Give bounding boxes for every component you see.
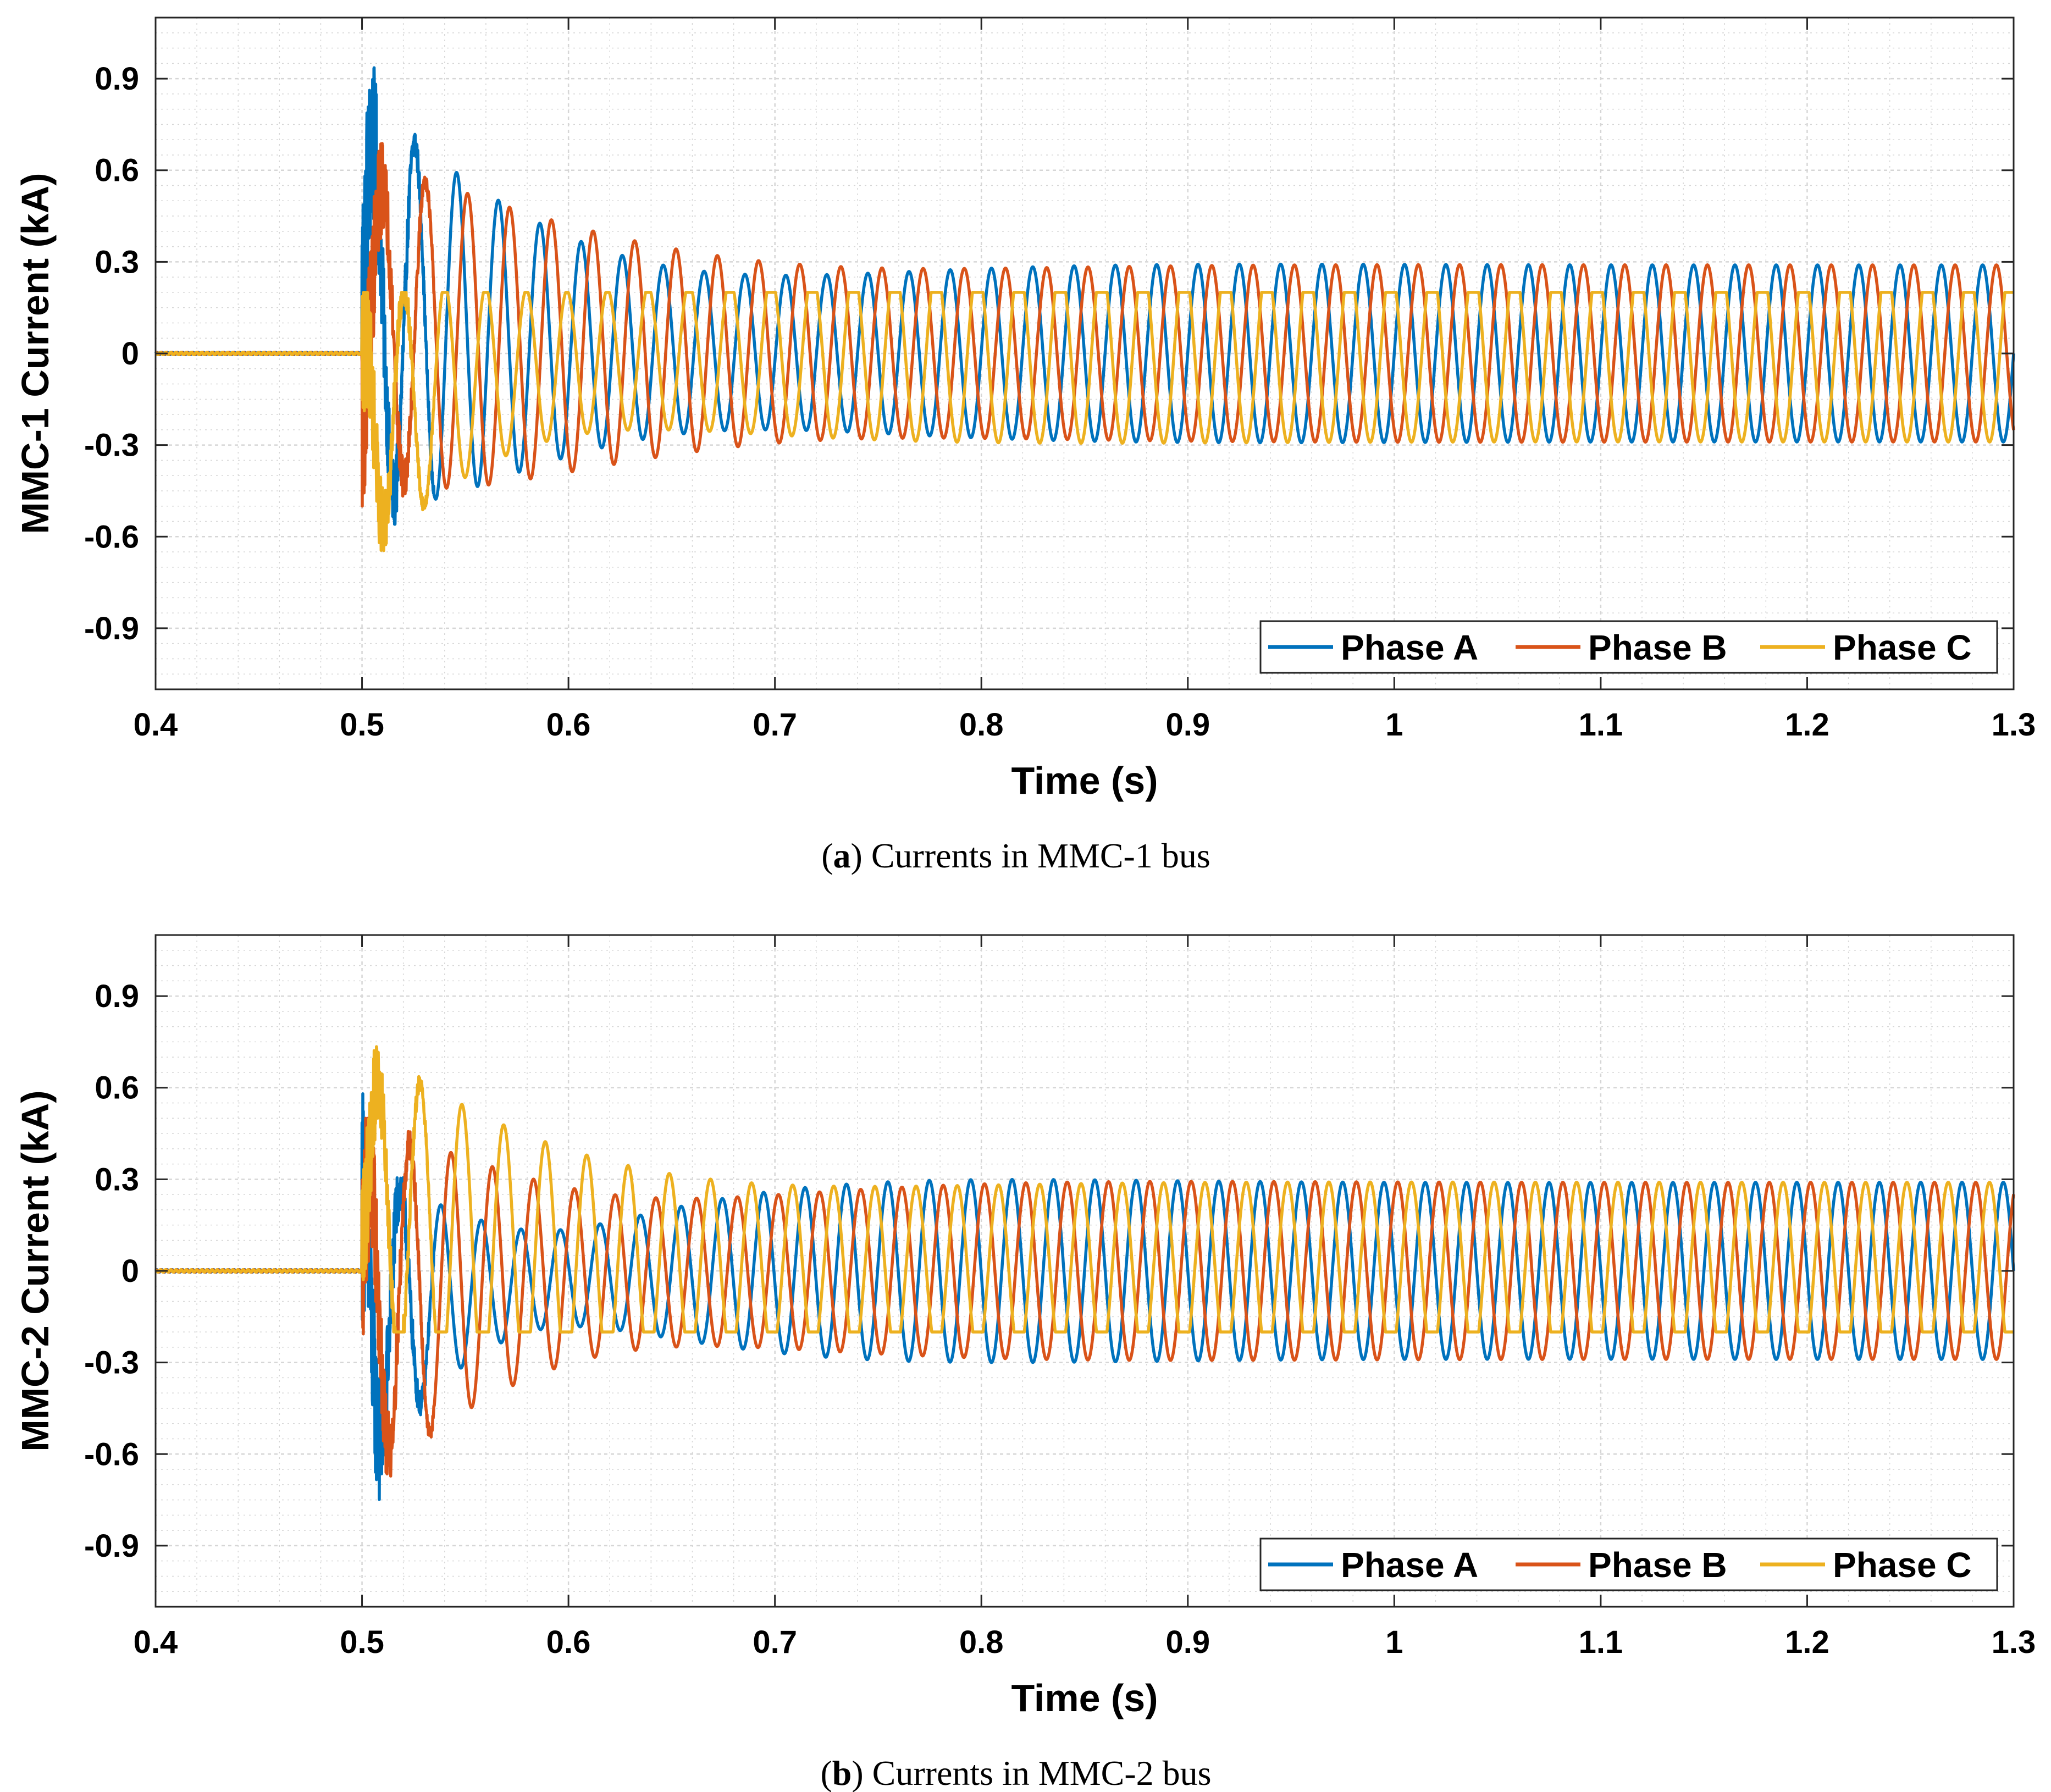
x-tick-label: 0.6 xyxy=(546,1624,591,1660)
x-tick-label: 0.6 xyxy=(546,707,591,743)
x-tick-label: 0.7 xyxy=(753,1624,797,1660)
y-tick-label: 0 xyxy=(121,336,139,372)
legend: Phase A Phase B Phase C xyxy=(1259,1537,1998,1591)
legend-label-phase-c: Phase C xyxy=(1833,1545,1972,1585)
caption-open: ( xyxy=(820,1754,832,1792)
x-tick-label: 0.5 xyxy=(340,1624,384,1660)
caption-close: ) xyxy=(852,1754,863,1792)
y-tick-label: 0.3 xyxy=(95,244,139,280)
series-line-phase-c xyxy=(154,291,2015,552)
legend-label-phase-b: Phase B xyxy=(1588,628,1727,667)
y-tick-label: 0.9 xyxy=(95,978,139,1014)
y-tick-label: 0 xyxy=(121,1253,139,1289)
x-tick-label: 0.4 xyxy=(134,707,178,743)
series-line-phase-a xyxy=(154,66,2015,526)
y-tick-label: 0.6 xyxy=(95,153,139,189)
panel-a: 0.4 0.5 0.6 0.7 0.8 0.9 1 1.1 1.2 1.3 0.9 0.6 0.3 0 -0… xyxy=(14,16,2036,875)
legend: Phase A Phase B Phase C xyxy=(1259,620,1998,674)
x-tick-label: 0.9 xyxy=(1165,1624,1210,1660)
y-tick-label: 0.6 xyxy=(95,1070,139,1106)
y-axis-label: MMC-2 Current (kA) xyxy=(14,1090,57,1451)
legend-label-phase-a: Phase A xyxy=(1341,628,1478,667)
series-line-phase-b xyxy=(154,1116,2015,1478)
y-tick-label: -0.3 xyxy=(84,1345,139,1381)
y-tick-label: -0.9 xyxy=(84,611,139,646)
x-tick-label: 0.8 xyxy=(959,707,1004,743)
series-line-phase-c xyxy=(154,1045,2015,1334)
tick-marks xyxy=(154,935,2015,1607)
x-tick-label: 0.5 xyxy=(340,707,384,743)
x-tick-label: 1.1 xyxy=(1579,1624,1623,1660)
x-tick-label: 1.2 xyxy=(1785,707,1829,743)
caption-close: ) xyxy=(851,836,863,875)
y-tick-label: -0.9 xyxy=(84,1528,139,1564)
x-tick-label: 1 xyxy=(1385,1624,1403,1660)
caption-text: Currents in MMC-1 bus xyxy=(863,836,1210,875)
y-tick-label: -0.6 xyxy=(84,519,139,555)
legend-box xyxy=(1259,620,1998,674)
x-tick-label: 1.3 xyxy=(1992,707,2036,743)
tick-marks xyxy=(154,18,2015,689)
caption: (b) Currents in MMC-2 bus xyxy=(820,1754,1211,1792)
y-tick-label: -0.6 xyxy=(84,1436,139,1472)
y-tick-label: -0.3 xyxy=(84,428,139,463)
caption-letter: a xyxy=(833,836,851,875)
x-tick-label: 0.7 xyxy=(753,707,797,743)
x-tick-label: 0.4 xyxy=(134,1624,178,1660)
tick-labels: 0.4 0.5 0.6 0.7 0.8 0.9 1 1.1 1.2 1.3 0.9 0.6 0.3 0 -0… xyxy=(84,61,2036,743)
caption: (a) Currents in MMC-1 bus xyxy=(821,836,1210,875)
x-axis-label: Time (s) xyxy=(1011,1677,1158,1719)
x-tick-label: 1.1 xyxy=(1579,707,1623,743)
legend-box xyxy=(1259,1537,1998,1591)
y-tick-label: 0.3 xyxy=(95,1162,139,1197)
legend-label-phase-a: Phase A xyxy=(1341,1545,1478,1585)
panel-b: 0.4 0.5 0.6 0.7 0.8 0.9 1 1.1 1.2 1.3 0.9 0.6 0.3 0 -0… xyxy=(14,934,2036,1792)
x-axis-label: Time (s) xyxy=(1011,759,1158,802)
x-tick-label: 0.8 xyxy=(959,1624,1004,1660)
caption-open: ( xyxy=(821,836,833,875)
series-group xyxy=(154,1045,2015,1501)
x-tick-label: 1 xyxy=(1385,707,1403,743)
y-tick-label: 0.9 xyxy=(95,61,139,97)
caption-text: Currents in MMC-2 bus xyxy=(864,1754,1212,1792)
tick-labels: 0.4 0.5 0.6 0.7 0.8 0.9 1 1.1 1.2 1.3 0.9 0.6 0.3 0 -0… xyxy=(84,978,2036,1660)
series-line-phase-b xyxy=(154,142,2015,508)
x-tick-label: 0.9 xyxy=(1165,707,1210,743)
x-tick-label: 1.3 xyxy=(1992,1624,2036,1660)
legend-label-phase-b: Phase B xyxy=(1588,1545,1727,1585)
x-tick-label: 1.2 xyxy=(1785,1624,1829,1660)
y-axis-label: MMC-1 Current (kA) xyxy=(14,173,57,534)
caption-letter: b xyxy=(832,1754,852,1792)
series-group xyxy=(154,66,2015,552)
legend-label-phase-c: Phase C xyxy=(1833,628,1972,667)
